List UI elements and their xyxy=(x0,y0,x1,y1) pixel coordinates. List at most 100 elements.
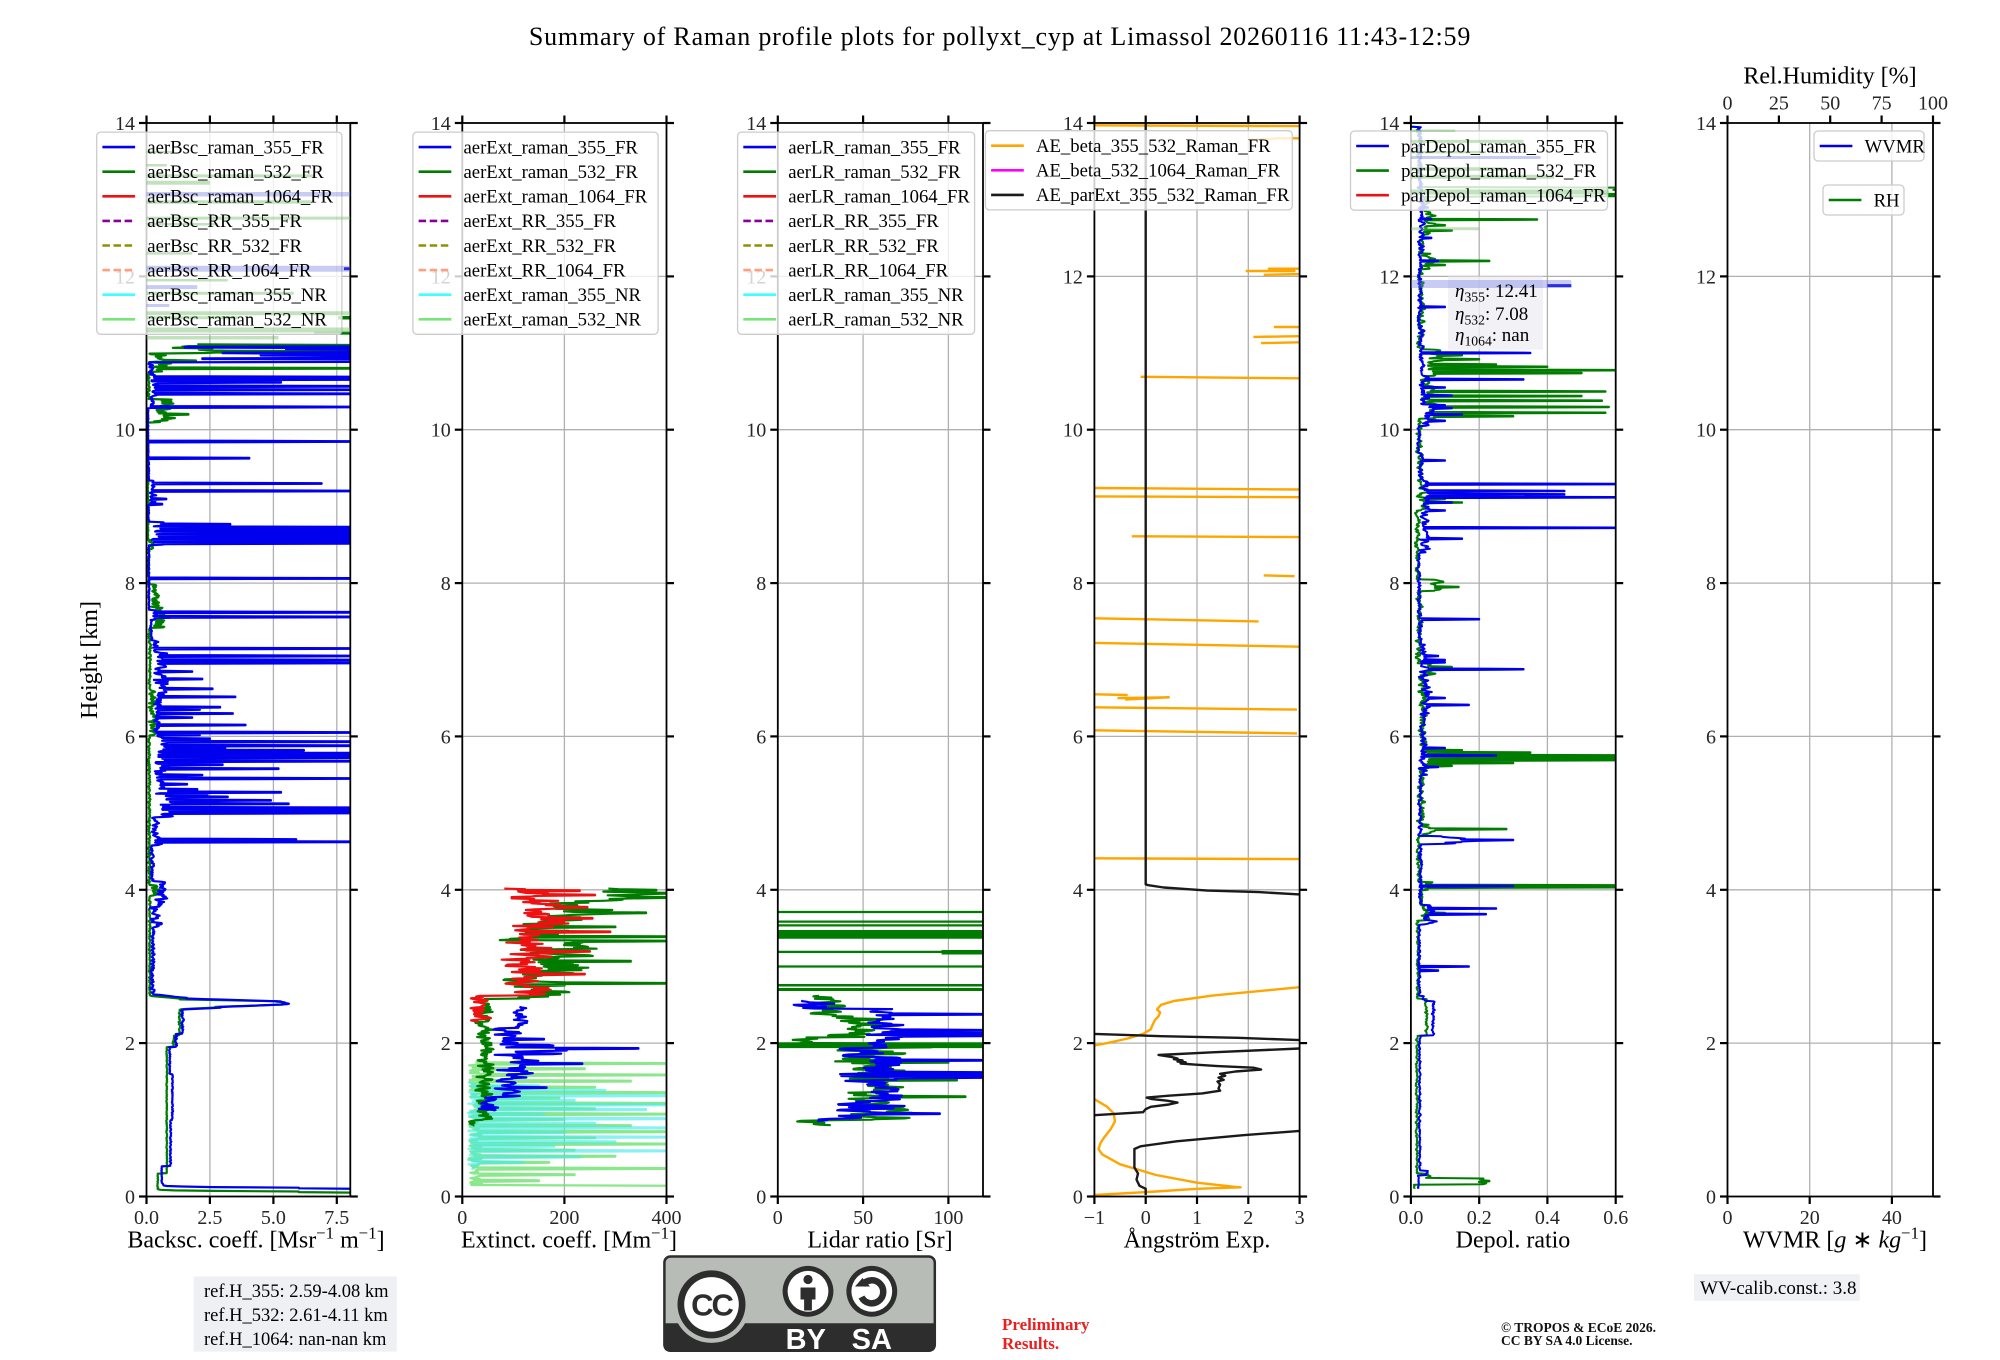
svg-text:Extinct. coeff. [Mm−1]: Extinct. coeff. [Mm−1] xyxy=(461,1224,677,1254)
svg-text:aerLR_raman_532_FR: aerLR_raman_532_FR xyxy=(788,162,961,183)
svg-text:η1064: nan: η1064: nan xyxy=(1455,325,1530,349)
svg-text:10: 10 xyxy=(431,420,451,442)
svg-text:12: 12 xyxy=(1063,266,1083,288)
svg-text:200: 200 xyxy=(549,1207,579,1229)
svg-text:14: 14 xyxy=(1379,113,1399,135)
svg-text:1: 1 xyxy=(1192,1207,1202,1229)
svg-text:η355: 12.41: η355: 12.41 xyxy=(1455,281,1538,305)
svg-text:6: 6 xyxy=(1706,726,1716,748)
svg-text:aerBsc_raman_355_FR: aerBsc_raman_355_FR xyxy=(147,137,324,158)
svg-text:aerLR_raman_532_NR: aerLR_raman_532_NR xyxy=(788,310,964,331)
svg-text:10: 10 xyxy=(1696,420,1716,442)
svg-text:8: 8 xyxy=(1706,573,1716,595)
svg-text:aerExt_RR_532_FR: aerExt_RR_532_FR xyxy=(464,236,617,257)
svg-text:Depol. ratio: Depol. ratio xyxy=(1456,1228,1571,1254)
svg-text:20: 20 xyxy=(1800,1207,1820,1229)
svg-text:aerExt_RR_1064_FR: aerExt_RR_1064_FR xyxy=(464,260,626,281)
svg-text:WVMR [g ∗ kg−1]: WVMR [g ∗ kg−1] xyxy=(1743,1224,1927,1254)
svg-text:AE_beta_532_1064_Raman_FR: AE_beta_532_1064_Raman_FR xyxy=(1036,161,1280,182)
svg-text:3: 3 xyxy=(1295,1207,1305,1229)
svg-text:Height [km]: Height [km] xyxy=(77,601,103,719)
svg-text:AE_beta_355_532_Raman_FR: AE_beta_355_532_Raman_FR xyxy=(1036,136,1271,157)
svg-text:25: 25 xyxy=(1769,93,1789,115)
svg-text:7.5: 7.5 xyxy=(324,1207,349,1229)
svg-text:aerExt_raman_1064_FR: aerExt_raman_1064_FR xyxy=(464,187,648,208)
svg-text:0.4: 0.4 xyxy=(1535,1207,1560,1229)
svg-text:aerBsc_RR_532_FR: aerBsc_RR_532_FR xyxy=(147,236,302,257)
svg-text:10: 10 xyxy=(1379,420,1399,442)
svg-text:aerExt_raman_355_NR: aerExt_raman_355_NR xyxy=(464,285,642,306)
svg-text:12: 12 xyxy=(1379,266,1399,288)
svg-text:WVMR: WVMR xyxy=(1865,136,1926,157)
svg-text:0: 0 xyxy=(1706,1187,1716,1209)
svg-text:0: 0 xyxy=(1389,1187,1399,1209)
svg-text:2: 2 xyxy=(1073,1033,1083,1055)
svg-text:SA: SA xyxy=(852,1324,892,1356)
svg-text:100: 100 xyxy=(1918,93,1948,115)
svg-text:2.5: 2.5 xyxy=(197,1207,222,1229)
svg-text:0: 0 xyxy=(756,1187,766,1209)
svg-text:aerExt_raman_532_FR: aerExt_raman_532_FR xyxy=(464,162,639,183)
svg-text:Summary of Raman profile plots: Summary of Raman profile plots for polly… xyxy=(529,22,1471,51)
svg-text:ref.H_355: 2.59-4.08 km: ref.H_355: 2.59-4.08 km xyxy=(204,1282,389,1302)
svg-text:0: 0 xyxy=(441,1187,451,1209)
svg-text:Results.: Results. xyxy=(1002,1334,1059,1353)
svg-text:14: 14 xyxy=(746,113,766,135)
svg-text:parDepol_raman_355_FR: parDepol_raman_355_FR xyxy=(1401,136,1597,157)
svg-text:6: 6 xyxy=(1389,726,1399,748)
svg-text:2: 2 xyxy=(1389,1033,1399,1055)
svg-text:parDepol_raman_1064_FR: parDepol_raman_1064_FR xyxy=(1401,186,1606,207)
svg-text:8: 8 xyxy=(125,573,135,595)
svg-text:Lidar ratio [Sr]: Lidar ratio [Sr] xyxy=(807,1228,952,1254)
svg-text:0.2: 0.2 xyxy=(1467,1207,1492,1229)
svg-text:aerBsc_raman_1064_FR: aerBsc_raman_1064_FR xyxy=(147,187,333,208)
svg-text:14: 14 xyxy=(115,113,135,135)
svg-text:14: 14 xyxy=(1063,113,1083,135)
svg-text:4: 4 xyxy=(1706,880,1716,902)
svg-text:0: 0 xyxy=(1723,1207,1733,1229)
svg-text:© TROPOS & ECoE 2026.: © TROPOS & ECoE 2026. xyxy=(1501,1320,1656,1335)
svg-text:6: 6 xyxy=(756,726,766,748)
svg-text:0: 0 xyxy=(457,1207,467,1229)
svg-text:aerLR_raman_355_FR: aerLR_raman_355_FR xyxy=(788,137,961,158)
svg-text:parDepol_raman_532_FR: parDepol_raman_532_FR xyxy=(1401,161,1597,182)
svg-text:10: 10 xyxy=(115,420,135,442)
svg-text:aerLR_RR_355_FR: aerLR_RR_355_FR xyxy=(788,211,939,232)
svg-text:40: 40 xyxy=(1882,1207,1902,1229)
svg-text:14: 14 xyxy=(1696,113,1716,135)
svg-text:0.0: 0.0 xyxy=(1398,1207,1423,1229)
svg-text:10: 10 xyxy=(1063,420,1083,442)
svg-text:CC: CC xyxy=(691,1288,733,1323)
svg-text:0.0: 0.0 xyxy=(134,1207,159,1229)
svg-text:0: 0 xyxy=(773,1207,783,1229)
svg-text:aerLR_raman_355_NR: aerLR_raman_355_NR xyxy=(788,285,964,306)
svg-text:aerLR_raman_1064_FR: aerLR_raman_1064_FR xyxy=(788,187,970,208)
svg-text:14: 14 xyxy=(431,113,451,135)
svg-text:100: 100 xyxy=(933,1207,963,1229)
svg-text:ref.H_1064: nan-nan km: ref.H_1064: nan-nan km xyxy=(204,1330,387,1350)
svg-text:η532: 7.08: η532: 7.08 xyxy=(1455,304,1528,328)
svg-text:2: 2 xyxy=(1243,1207,1253,1229)
svg-text:aerLR_RR_1064_FR: aerLR_RR_1064_FR xyxy=(788,260,948,281)
svg-text:2: 2 xyxy=(756,1033,766,1055)
svg-text:Backsc. coeff. [Msr−1 m−1]: Backsc. coeff. [Msr−1 m−1] xyxy=(127,1224,384,1254)
svg-text:−1: −1 xyxy=(1084,1207,1105,1229)
svg-text:Rel.Humidity [%]: Rel.Humidity [%] xyxy=(1743,64,1916,90)
svg-text:6: 6 xyxy=(125,726,135,748)
svg-text:aerBsc_RR_355_FR: aerBsc_RR_355_FR xyxy=(147,211,302,232)
svg-text:8: 8 xyxy=(1073,573,1083,595)
svg-text:aerBsc_RR_1064_FR: aerBsc_RR_1064_FR xyxy=(147,260,312,281)
svg-text:50: 50 xyxy=(1820,93,1840,115)
svg-text:0.6: 0.6 xyxy=(1603,1207,1628,1229)
svg-text:BY: BY xyxy=(786,1324,826,1356)
svg-text:50: 50 xyxy=(853,1207,873,1229)
svg-text:4: 4 xyxy=(441,880,451,902)
svg-text:4: 4 xyxy=(125,880,135,902)
svg-text:ref.H_532: 2.61-4.11 km: ref.H_532: 2.61-4.11 km xyxy=(204,1306,388,1326)
svg-text:aerExt_RR_355_FR: aerExt_RR_355_FR xyxy=(464,211,617,232)
svg-text:0: 0 xyxy=(1073,1187,1083,1209)
svg-text:aerExt_raman_532_NR: aerExt_raman_532_NR xyxy=(464,310,642,331)
svg-text:0: 0 xyxy=(1723,93,1733,115)
svg-text:8: 8 xyxy=(756,573,766,595)
svg-text:400: 400 xyxy=(652,1207,682,1229)
